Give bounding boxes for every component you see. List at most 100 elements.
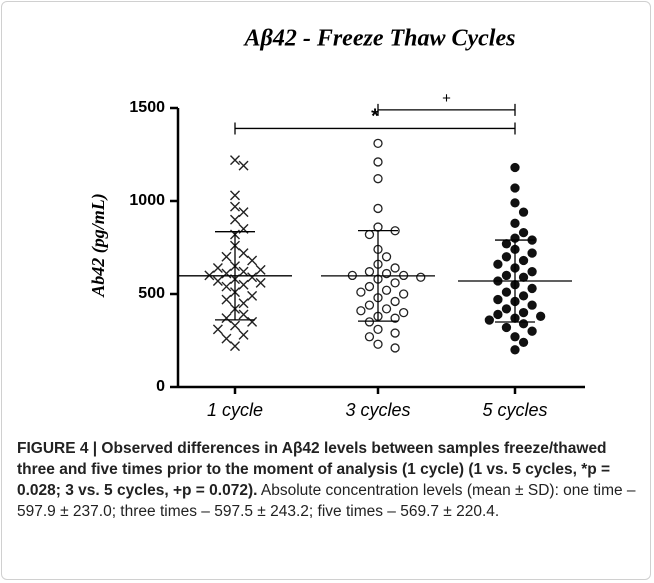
data-point <box>510 183 520 193</box>
data-point <box>381 304 392 314</box>
data-point <box>364 300 375 310</box>
data-point <box>518 227 529 238</box>
data-point <box>238 266 249 277</box>
data-point <box>381 285 392 295</box>
data-point <box>221 251 232 262</box>
data-point <box>527 267 537 277</box>
caption-bold: FIGURE 4 | Observed differences in Aβ42 … <box>17 440 611 499</box>
data-point <box>238 298 249 309</box>
data-point <box>501 287 512 297</box>
data-point <box>230 320 240 331</box>
data-point <box>230 214 240 225</box>
data-point <box>356 306 366 316</box>
data-point <box>536 311 546 321</box>
y-tick-label: 500 <box>138 285 165 302</box>
data-point <box>212 324 223 335</box>
data-point <box>501 304 512 314</box>
data-point <box>238 248 249 259</box>
data-point <box>247 255 258 266</box>
data-point <box>398 307 409 318</box>
y-axis-label: Ab42 (pg/mL) <box>88 193 109 298</box>
data-point <box>373 138 383 148</box>
data-point <box>527 248 537 258</box>
data-point <box>373 157 383 167</box>
y-tick-label: 1500 <box>129 99 165 116</box>
data-point <box>255 264 266 275</box>
data-point <box>221 333 232 344</box>
data-point <box>501 239 512 249</box>
data-point <box>484 315 495 325</box>
data-point <box>212 262 223 273</box>
data-point <box>527 326 537 336</box>
data-point <box>373 203 383 214</box>
significance-label: + <box>442 90 451 107</box>
data-point <box>364 332 375 342</box>
significance-bracket <box>377 103 516 116</box>
data-point <box>221 268 232 279</box>
significance-label: * <box>371 106 379 128</box>
data-point <box>390 343 400 353</box>
x-tick-label: 5 cycles <box>482 400 547 420</box>
data-point <box>501 322 512 333</box>
data-point <box>221 313 232 324</box>
data-point <box>221 281 232 292</box>
data-point <box>518 207 529 217</box>
data-point <box>501 270 512 281</box>
data-point <box>230 341 240 352</box>
data-point <box>230 201 240 212</box>
y-tick-label: 1000 <box>129 192 165 209</box>
data-point <box>364 317 375 327</box>
data-point <box>238 329 249 340</box>
data-point <box>356 287 366 297</box>
data-point <box>527 283 537 294</box>
data-point <box>510 332 520 342</box>
data-point <box>518 291 529 301</box>
caption: FIGURE 4 | Observed differences in Aβ42 … <box>17 438 637 522</box>
data-point <box>416 272 426 282</box>
data-point <box>493 309 503 320</box>
data-point <box>510 198 520 208</box>
data-point <box>390 313 400 323</box>
data-point <box>398 289 409 299</box>
data-point <box>518 337 529 348</box>
data-point <box>230 190 240 201</box>
data-point <box>518 307 529 318</box>
chart-title: Aβ42 - Freeze Thaw Cycles <box>243 26 516 52</box>
data-point <box>238 207 249 218</box>
data-point <box>247 316 258 327</box>
data-point <box>390 263 400 273</box>
data-point <box>238 160 249 171</box>
x-tick-label: 3 cycles <box>345 400 410 420</box>
data-point <box>255 277 266 288</box>
data-point <box>510 345 520 355</box>
data-point <box>364 281 375 292</box>
data-point <box>373 174 383 184</box>
data-point <box>493 294 503 305</box>
data-point <box>390 328 400 338</box>
data-point <box>364 267 375 277</box>
data-point <box>247 272 258 283</box>
data-point <box>501 252 512 262</box>
data-point <box>247 290 258 301</box>
data-point <box>527 300 537 310</box>
data-point <box>230 155 240 166</box>
data-point <box>373 324 383 334</box>
data-point <box>238 279 249 290</box>
x-tick-label: 1 cycle <box>207 400 263 420</box>
y-tick-label: 0 <box>156 378 165 395</box>
data-point <box>221 294 232 305</box>
data-point <box>518 272 529 282</box>
data-point <box>510 162 520 173</box>
significance-bracket <box>234 122 516 135</box>
data-point <box>518 255 529 266</box>
data-point <box>518 319 529 329</box>
data-point <box>238 309 249 320</box>
data-point <box>373 222 383 232</box>
data-point <box>493 259 503 269</box>
caption-text: Absolute concentration levels (mean ± SD… <box>17 482 636 520</box>
data-point <box>212 275 223 286</box>
data-point <box>381 252 392 262</box>
data-point <box>373 339 383 349</box>
